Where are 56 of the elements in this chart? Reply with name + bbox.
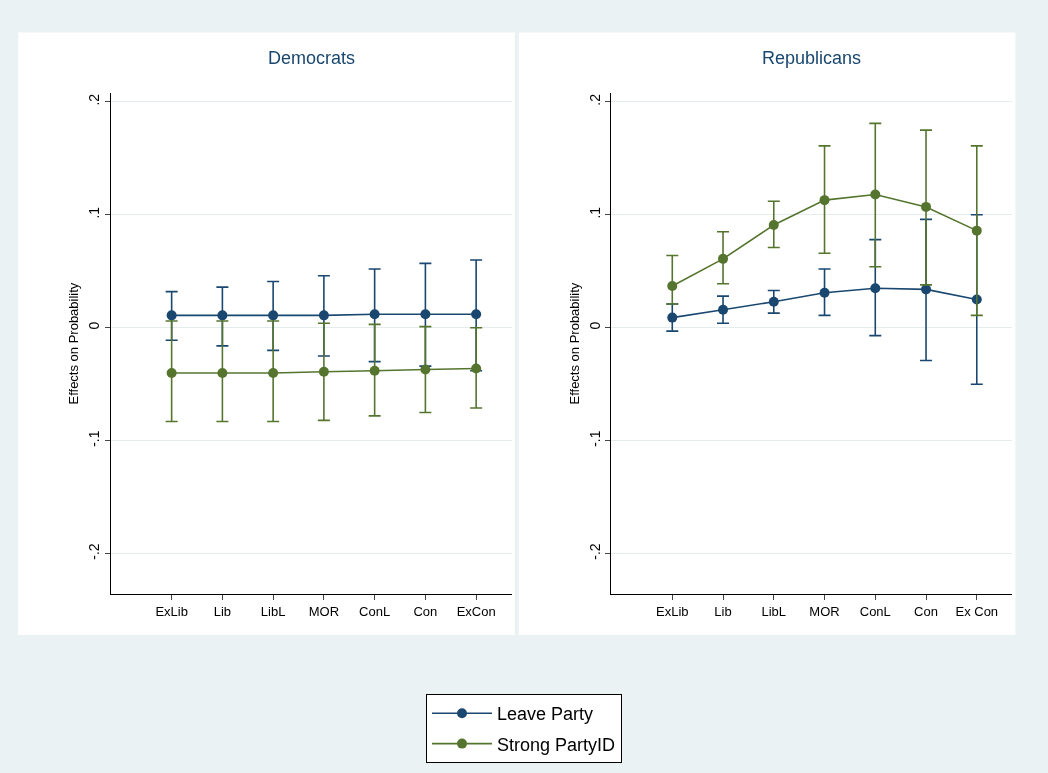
y-tick-label: .2: [586, 93, 603, 106]
chart-title: Republicans: [762, 48, 862, 68]
point: [667, 280, 678, 291]
point: [217, 367, 228, 378]
y-axis-title: Effects on Probability: [66, 282, 82, 405]
point: [921, 201, 932, 212]
point: [870, 189, 881, 200]
point: [369, 365, 380, 376]
y-tick-label: 0: [586, 321, 603, 330]
point: [768, 296, 779, 307]
x-tick-label: Con: [914, 603, 938, 619]
x-tick-label: MOR: [308, 603, 340, 619]
point: [718, 304, 729, 315]
point: [870, 283, 881, 294]
point: [369, 309, 380, 320]
y-tick-label: .1: [586, 206, 603, 219]
point: [420, 309, 431, 320]
point: [768, 219, 779, 230]
x-tick-label: ExLib: [155, 603, 188, 619]
x-tick-label: Lib: [213, 603, 232, 619]
x-tick-label: Lib: [714, 603, 732, 619]
point: [268, 367, 279, 378]
point: [718, 253, 729, 264]
point: [420, 364, 431, 375]
point: [166, 310, 177, 321]
x-tick-label: LibL: [260, 603, 286, 619]
point: [971, 225, 982, 236]
x-tick-label: ConL: [859, 603, 891, 619]
point: [217, 310, 228, 321]
chart-title: Democrats: [268, 48, 356, 68]
y-tick-label: -.2: [586, 543, 603, 560]
point: [819, 287, 830, 298]
y-tick-label: .2: [86, 93, 103, 106]
legend-label: Leave Party: [497, 704, 594, 725]
x-tick-label: Ex Con: [955, 603, 999, 619]
point: [318, 366, 329, 377]
y-tick-label: 0: [86, 321, 103, 330]
x-tick-label: ConL: [359, 603, 391, 619]
point: [471, 363, 482, 374]
y-axis-title: Effects on Probability: [566, 282, 582, 405]
x-tick-label: Con: [413, 603, 438, 619]
y-tick-label: .1: [86, 206, 103, 219]
x-tick-label: LibL: [761, 603, 787, 619]
point: [268, 310, 279, 321]
point: [471, 309, 482, 320]
legend-label: Strong PartyID: [497, 734, 616, 755]
point: [819, 195, 830, 206]
x-tick-label: MOR: [809, 603, 840, 619]
y-tick-label: -.1: [86, 430, 103, 447]
y-tick-label: -.1: [586, 430, 603, 447]
point: [318, 310, 329, 321]
x-tick-label: ExCon: [456, 603, 496, 619]
point: [667, 312, 678, 323]
point: [166, 367, 177, 378]
y-tick-label: -.2: [86, 543, 103, 560]
x-tick-label: ExLib: [656, 603, 689, 619]
